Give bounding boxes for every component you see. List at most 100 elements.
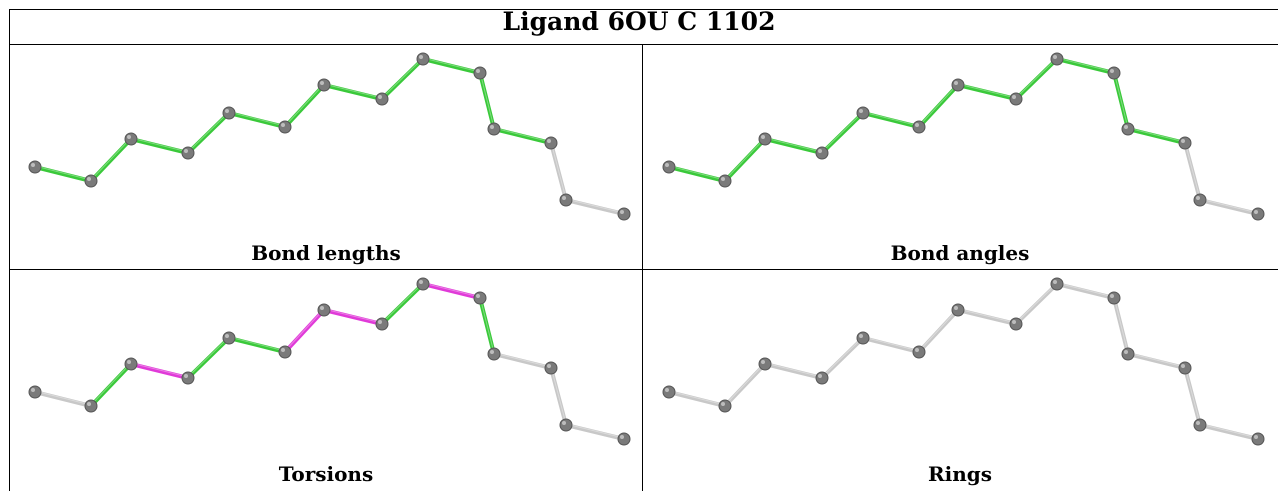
atom — [416, 277, 430, 291]
atom-highlight — [1196, 196, 1200, 200]
bond-highlight — [1015, 282, 1058, 324]
atom-highlight — [915, 123, 919, 127]
atom-highlight — [562, 196, 566, 200]
panel-label: Torsions — [278, 462, 374, 486]
atom — [559, 418, 573, 432]
atom-highlight — [1110, 69, 1114, 73]
bond-highlight — [228, 336, 286, 352]
bond-highlight — [479, 296, 495, 354]
bond-highlight — [1113, 71, 1129, 129]
bond — [1183, 366, 1202, 427]
atom — [815, 371, 829, 385]
atom — [181, 146, 195, 160]
bond — [186, 336, 231, 380]
atom-highlight — [281, 348, 285, 352]
molecule-rings — [662, 277, 1265, 446]
atom — [1251, 432, 1265, 446]
bond-highlight — [668, 390, 726, 406]
bond-highlight — [381, 282, 424, 324]
atom — [487, 347, 501, 361]
atom-highlight — [31, 388, 35, 392]
bond — [89, 362, 133, 408]
bond — [917, 308, 960, 354]
molecule-bond-lengths — [28, 52, 631, 221]
atom — [375, 317, 389, 331]
bond-highlight — [821, 336, 864, 378]
atom-highlight — [620, 435, 624, 439]
bond-highlight — [493, 352, 552, 368]
bond-highlight — [422, 57, 481, 73]
border-left — [9, 9, 10, 491]
atom — [912, 345, 926, 359]
atom — [951, 78, 965, 92]
bond — [564, 198, 626, 216]
bond-highlight — [493, 127, 552, 143]
bond — [956, 308, 1018, 326]
atom — [1121, 122, 1135, 136]
bond — [1198, 423, 1260, 441]
bond-highlight — [565, 423, 625, 439]
atom-highlight — [127, 135, 131, 139]
bond — [763, 137, 824, 155]
bond — [227, 336, 287, 354]
bond — [89, 137, 133, 183]
figure-title: Ligand 6OU C 1102 — [502, 7, 776, 36]
atom — [1193, 418, 1207, 432]
bond-highlight — [862, 111, 920, 127]
atom-highlight — [1124, 350, 1128, 354]
atom-highlight — [378, 95, 382, 99]
atom-highlight — [184, 374, 188, 378]
atom — [278, 345, 292, 359]
atom — [416, 52, 430, 66]
atom-highlight — [665, 388, 669, 392]
atom — [544, 361, 558, 375]
atom — [662, 385, 676, 399]
atom-highlight — [954, 81, 958, 85]
bond-highlight — [550, 141, 567, 200]
divider-title — [9, 44, 1278, 45]
atom — [84, 399, 98, 413]
bond-highlight — [724, 137, 766, 181]
bond — [1112, 71, 1130, 131]
bond-highlight — [1199, 423, 1259, 439]
atom — [559, 193, 573, 207]
atom — [1009, 317, 1023, 331]
atom-highlight — [1012, 320, 1016, 324]
atom — [718, 399, 732, 413]
bond — [549, 141, 568, 202]
atom — [1009, 92, 1023, 106]
panel-label: Bond angles — [890, 241, 1030, 265]
atom-highlight — [665, 163, 669, 167]
atom-highlight — [1181, 139, 1185, 143]
atom — [815, 146, 829, 160]
bond — [283, 308, 326, 354]
bond-highlight — [565, 198, 625, 214]
atom-highlight — [31, 163, 35, 167]
bond — [1014, 282, 1059, 326]
panel-bond-angles: Bond angles — [643, 45, 1277, 269]
bond — [1126, 127, 1187, 145]
bond — [322, 83, 384, 101]
border-top — [9, 9, 1278, 10]
bond — [861, 111, 921, 129]
atom — [1193, 193, 1207, 207]
bond — [667, 390, 727, 408]
bond — [129, 137, 190, 155]
bond — [380, 282, 425, 326]
atom — [1050, 277, 1064, 291]
bond — [667, 165, 727, 183]
atom-highlight — [562, 421, 566, 425]
atom-highlight — [721, 402, 725, 406]
atom-highlight — [184, 149, 188, 153]
atom — [912, 120, 926, 134]
bond-highlight — [284, 83, 325, 127]
atom-highlight — [127, 360, 131, 364]
bond — [820, 336, 865, 380]
atom-highlight — [490, 125, 494, 129]
bond-highlight — [284, 308, 325, 352]
bond — [1126, 352, 1187, 370]
atom-highlight — [419, 55, 423, 59]
atom — [758, 357, 772, 371]
bond-highlight — [1113, 296, 1129, 354]
atom-highlight — [1012, 95, 1016, 99]
